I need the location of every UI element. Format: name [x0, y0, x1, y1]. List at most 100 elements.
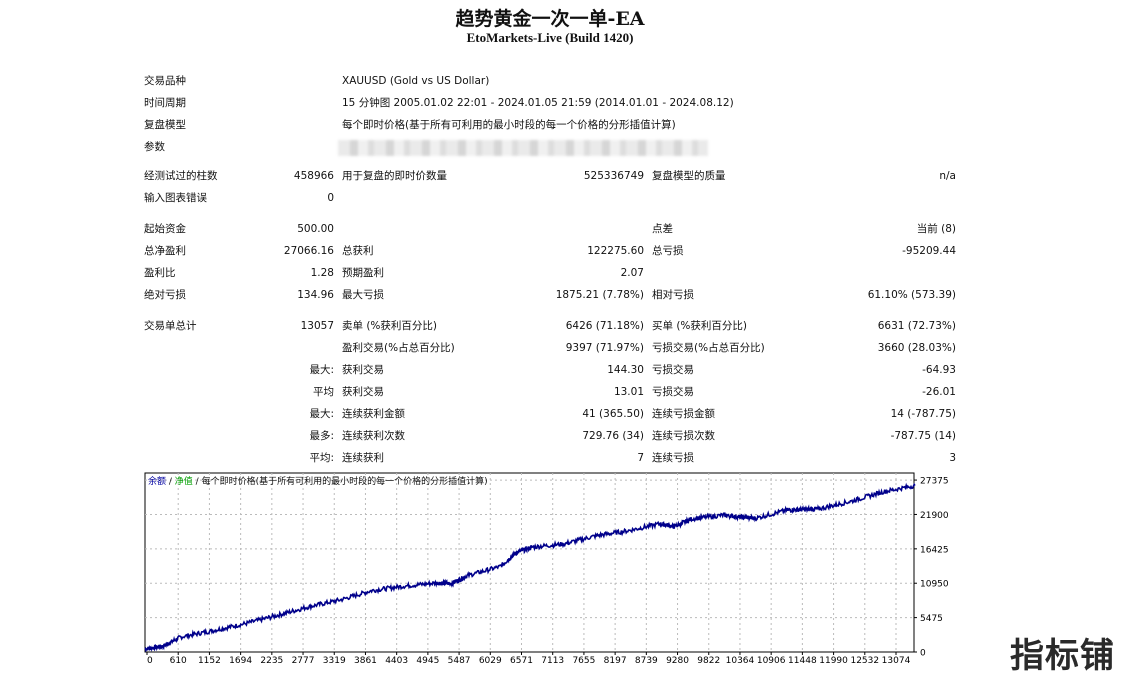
symbol-label: 交易品种	[144, 75, 186, 87]
largest-loss-label: 亏损交易	[652, 364, 694, 376]
chart-plot-area	[144, 472, 915, 653]
watermark-logo: 指标铺	[1010, 636, 1115, 676]
profit-trades-label: 盈利交易(%占总百分比)	[342, 342, 455, 354]
x-tick-label: 13074	[882, 656, 911, 666]
x-tick-label: 10364	[726, 656, 755, 666]
ticks-value: 525336749	[583, 170, 644, 182]
avg-consec-loss-label: 连续亏损	[652, 452, 694, 464]
x-tick-label: 8739	[635, 656, 658, 666]
chart-legend: 余额 / 净值 / 每个即时价格(基于所有可利用的最小时段的每一个价格的分形插值…	[148, 474, 488, 487]
legend-sep-1: /	[166, 477, 175, 487]
x-tick-label: 1694	[229, 656, 252, 666]
x-tick-label: 3319	[323, 656, 346, 666]
gross-loss-label: 总亏损	[652, 245, 684, 257]
gross-profit-value: 122275.60	[587, 245, 644, 257]
x-tick-label: 4945	[416, 656, 439, 666]
x-tick-label: 2235	[260, 656, 283, 666]
spread-value: 当前 (8)	[916, 223, 956, 235]
params-label: 参数	[144, 141, 165, 153]
net-profit-label: 总净盈利	[144, 245, 186, 257]
legend-sep-2: /	[192, 477, 202, 487]
avg-consec-loss-value: 3	[949, 452, 956, 464]
x-tick-label: 5487	[448, 656, 471, 666]
gross-profit-label: 总获利	[342, 245, 374, 257]
largest-loss-value: -64.93	[922, 364, 956, 376]
max-consec-prefix: 最大:	[309, 408, 334, 420]
quality-label: 复盘模型的质量	[652, 170, 726, 182]
max-consec-win-value: 41 (365.50)	[582, 408, 644, 420]
balance-series-line	[144, 482, 916, 653]
x-tick-label: 610	[170, 656, 187, 666]
errors-value: 0	[327, 192, 334, 204]
bars-value: 458966	[293, 170, 334, 182]
avg-loss-label: 亏损交易	[652, 386, 694, 398]
y-tick-label: 0	[920, 649, 926, 659]
y-tick-label: 21900	[920, 511, 949, 521]
y-tick-label: 16425	[920, 545, 949, 555]
profit-trades-value: 9397 (71.97%)	[565, 342, 644, 354]
net-profit-value: 27066.16	[283, 245, 334, 257]
bars-label: 经测试过的柱数	[144, 170, 218, 182]
x-tick-label: 10906	[757, 656, 786, 666]
x-tick-label: 7113	[541, 656, 564, 666]
quality-value: n/a	[939, 170, 956, 182]
x-tick-label: 6571	[510, 656, 533, 666]
params-blurred-value	[338, 140, 708, 156]
model-value: 每个即时价格(基于所有可利用的最小时段的每一个价格的分形插值计算)	[342, 119, 676, 131]
report-title: 趋势黄金一次一单-EA	[455, 8, 645, 30]
largest-profit-value: 144.30	[607, 364, 644, 376]
rel-drawdown-label: 相对亏损	[652, 289, 694, 301]
ticks-label: 用于复盘的即时价数量	[342, 170, 447, 182]
y-tick-label: 10950	[920, 580, 949, 590]
x-tick-label: 11448	[788, 656, 817, 666]
total-trades-label: 交易单总计	[144, 320, 197, 332]
x-tick-label: 4403	[385, 656, 408, 666]
loss-trades-value: 3660 (28.03%)	[877, 342, 956, 354]
x-tick-label: 7655	[572, 656, 595, 666]
model-label: 复盘模型	[144, 119, 186, 131]
max-consec-loss-value: 14 (-787.75)	[890, 408, 956, 420]
x-tick-label: 1152	[198, 656, 221, 666]
legend-description: 每个即时价格(基于所有可利用的最小时段的每一个价格的分形插值计算)	[201, 477, 488, 487]
abs-drawdown-value: 134.96	[297, 289, 334, 301]
period-value: 15 分钟图 2005.01.02 22:01 - 2024.01.05 21:…	[342, 97, 734, 109]
abs-drawdown-label: 绝对亏损	[144, 289, 186, 301]
profit-factor-label: 盈利比	[144, 267, 176, 279]
max-consec-win-label: 连续获利金额	[342, 408, 405, 420]
max-consec-loss-label: 连续亏损金额	[652, 408, 715, 420]
avg-consec-prefix: 平均:	[309, 452, 334, 464]
x-tick-label: 12532	[850, 656, 879, 666]
most-consec-loss-label: 连续亏损次数	[652, 430, 715, 442]
max-drawdown-value: 1875.21 (7.78%)	[555, 289, 644, 301]
x-tick-label: 9822	[697, 656, 720, 666]
deposit-label: 起始资金	[144, 223, 186, 235]
rel-drawdown-value: 61.10% (573.39)	[867, 289, 956, 301]
most-consec-prefix: 最多:	[309, 430, 334, 442]
legend-balance: 余额	[148, 477, 167, 487]
x-tick-label: 11990	[819, 656, 848, 666]
x-tick-label: 8197	[604, 656, 627, 666]
avg-consec-win-value: 7	[637, 452, 644, 464]
errors-label: 输入图表错误	[144, 192, 207, 204]
x-tick-label: 0	[147, 656, 153, 666]
max-drawdown-label: 最大亏损	[342, 289, 384, 301]
short-trades-value: 6426 (71.18%)	[565, 320, 644, 332]
x-tick-label: 9280	[666, 656, 689, 666]
most-consec-win-value: 729.76 (34)	[582, 430, 644, 442]
profit-factor-value: 1.28	[310, 267, 334, 279]
y-tick-label: 27375	[920, 477, 949, 487]
spread-label: 点差	[652, 223, 673, 235]
legend-equity: 净值	[174, 477, 193, 487]
avg-profit-value: 13.01	[613, 386, 644, 398]
average-prefix: 平均	[313, 386, 334, 398]
avg-profit-label: 获利交易	[342, 386, 384, 398]
total-trades-value: 13057	[300, 320, 334, 332]
period-label: 时间周期	[144, 97, 186, 109]
avg-loss-value: -26.01	[922, 386, 956, 398]
symbol-value: XAUUSD (Gold vs US Dollar)	[342, 75, 490, 87]
gross-loss-value: -95209.44	[902, 245, 956, 257]
avg-consec-win-label: 连续获利	[342, 452, 384, 464]
long-trades-label: 买单 (%获利百分比)	[652, 320, 748, 332]
largest-prefix: 最大:	[309, 364, 334, 376]
report-subtitle: EtoMarkets-Live (Build 1420)	[466, 30, 634, 45]
